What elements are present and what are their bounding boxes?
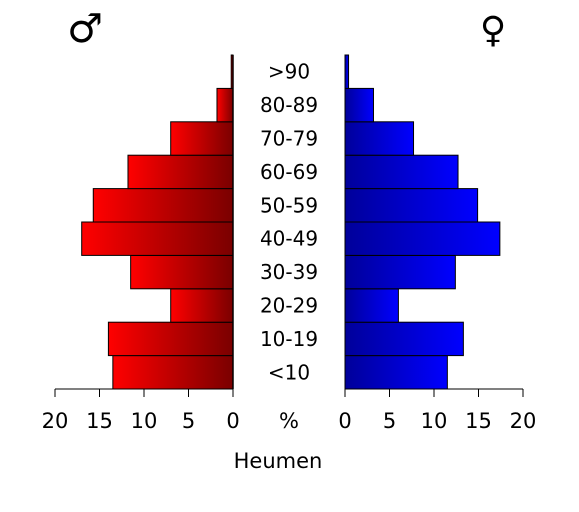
age-group-label: 50-59 [260, 193, 318, 217]
female-bar-60-69 [344, 154, 459, 190]
male-bar-50-59 [92, 188, 234, 223]
age-group-label: <10 [268, 360, 310, 384]
axis-tick-label: 15 [86, 409, 113, 433]
age-group-label: 20-29 [260, 294, 318, 318]
age-group-label: >90 [268, 60, 310, 84]
center-axis-unit-label: % [279, 409, 299, 433]
male-bar-40-49 [81, 221, 234, 256]
male-bar-30-39 [130, 254, 234, 290]
male-bar-80-89 [216, 87, 234, 123]
female-bar-70-79 [344, 121, 415, 156]
female-symbol-icon: ♀ [480, 10, 506, 51]
female-bar-40-49 [344, 221, 501, 256]
male-bar-20-29 [170, 288, 234, 323]
axis-tick-label: 0 [338, 409, 351, 433]
female-bar-50-59 [344, 188, 479, 223]
male-bar-70-79 [170, 121, 234, 156]
female-bar->90 [344, 54, 350, 89]
axis-tick-label: 0 [226, 409, 239, 433]
female-bar-80-89 [344, 87, 374, 123]
age-group-labels: <10 10-19 20-29 30-39 40-49 50-59 60-69 70-79 80… [260, 60, 318, 385]
axis-tick-label: 20 [510, 409, 537, 433]
female-bars [344, 54, 501, 390]
female-bar-30-39 [344, 254, 456, 290]
axis-tick-label: 15 [465, 409, 492, 433]
male-x-axis: 20 15 10 5 0 [42, 388, 240, 433]
male-bar-<10 [112, 355, 234, 390]
age-group-label: 80-89 [260, 93, 318, 117]
male-symbol-icon: ♂ [67, 6, 103, 52]
axis-tick-label: 5 [383, 409, 396, 433]
male-bar-60-69 [127, 154, 234, 190]
female-x-axis: 0 5 10 15 20 [338, 388, 537, 433]
male-bar-10-19 [107, 321, 234, 357]
axis-tick-label: 20 [42, 409, 69, 433]
female-bar-<10 [344, 355, 448, 390]
female-bar-10-19 [344, 321, 464, 357]
age-group-label: 40-49 [260, 227, 318, 251]
age-group-label: 10-19 [260, 327, 318, 351]
age-group-label: 60-69 [260, 160, 318, 184]
male-bars [81, 54, 234, 390]
age-group-label: 30-39 [260, 260, 318, 284]
axis-tick-label: 10 [131, 409, 158, 433]
age-group-label: 70-79 [260, 127, 318, 151]
chart-title: Heumen [234, 449, 323, 473]
axis-tick-label: 5 [182, 409, 195, 433]
axis-tick-label: 10 [421, 409, 448, 433]
female-bar-20-29 [344, 288, 399, 323]
